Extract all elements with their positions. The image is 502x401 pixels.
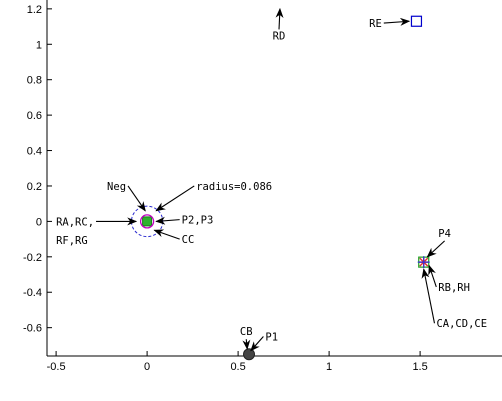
data-point-square xyxy=(410,15,423,27)
annotation-label: CA,CD,CE xyxy=(436,318,487,330)
y-tick-label: -0.2 xyxy=(23,252,42,264)
annotation-label: RA,RC, xyxy=(56,216,94,228)
annotation-label: P2,P3 xyxy=(182,215,214,227)
annotation-label: CC xyxy=(182,234,195,246)
annotation-label: radius=0.086 xyxy=(196,181,272,193)
y-tick-label: -0.6 xyxy=(23,323,42,335)
x-tick-label: 1 xyxy=(326,361,332,373)
annotation-arrow xyxy=(421,268,436,324)
y-tick-label: 1.2 xyxy=(27,4,42,16)
y-tick-label: 0.8 xyxy=(27,75,42,87)
y-tick-label: 0.2 xyxy=(27,181,42,193)
y-tick-label: 0.4 xyxy=(27,146,42,158)
x-tick-label: 0.5 xyxy=(230,361,245,373)
y-tick-label: 1 xyxy=(36,39,42,51)
y-tick-label: -0.4 xyxy=(23,287,42,299)
annotation-arrow xyxy=(127,185,146,212)
data-point-circle xyxy=(139,214,155,229)
data-point-square xyxy=(142,216,153,227)
annotation-arrow xyxy=(250,336,264,352)
x-tick-label: 1.5 xyxy=(412,361,427,373)
data-point-dot xyxy=(243,348,256,361)
annotation-label: CB xyxy=(240,326,253,338)
data-point-plus xyxy=(417,256,430,269)
annotation-label: RB,RH xyxy=(438,282,470,294)
annotation-arrow xyxy=(155,185,195,212)
annotation-label: RF,RG xyxy=(56,235,88,247)
annotation-label: RD xyxy=(273,30,286,42)
plot-annotations: Neg radius=0.086 RA,RC, RF,RG P2,P3 CC P4 RB,RH… xyxy=(56,7,487,352)
x-tick-label: -0.5 xyxy=(47,361,66,373)
annotation-arrow xyxy=(383,17,411,26)
y-tick-label: 0 xyxy=(36,216,42,228)
y-tick-label: 0.6 xyxy=(27,110,42,122)
annotation-arrow xyxy=(428,264,437,288)
plot-marks xyxy=(130,15,430,361)
annotation-label: P1 xyxy=(265,332,278,344)
annotation-arrow xyxy=(275,7,284,30)
annotation-label: Neg xyxy=(107,181,126,193)
annotation-arrow xyxy=(426,240,446,258)
annotation-label: P4 xyxy=(438,228,451,240)
annotation-arrow xyxy=(155,216,180,225)
x-tick-label: 0 xyxy=(144,361,150,373)
annotation-label: RE xyxy=(369,18,382,30)
annotation-arrow xyxy=(153,229,180,240)
annotation-arrow xyxy=(242,339,251,350)
plot-axes: -0.5 0 0.5 1 1.5 -0.6 -0.4 -0.2 0 0.2 0.4 0.6 0.8 1 1.… xyxy=(23,0,502,373)
